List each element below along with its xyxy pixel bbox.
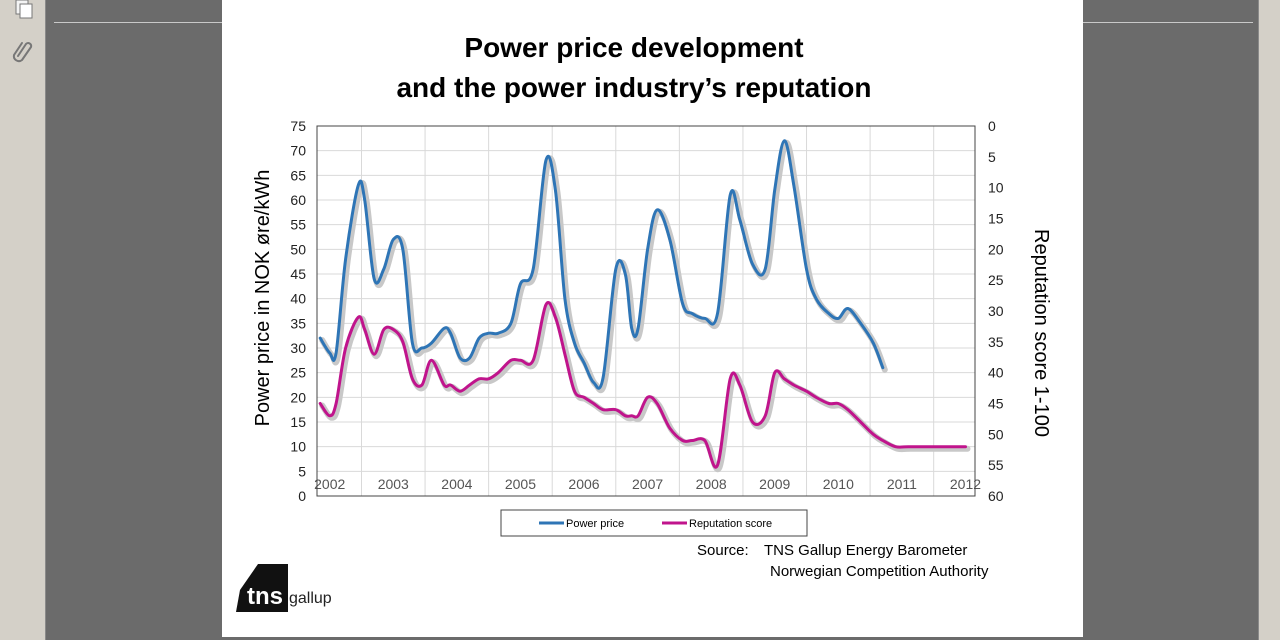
y2-tick-label: 55 bbox=[988, 457, 1004, 473]
y-tick-label: 30 bbox=[290, 340, 306, 356]
year-label-2008: 2008 bbox=[696, 476, 727, 492]
year-label-2011: 2011 bbox=[887, 476, 917, 492]
y2-tick-label: 40 bbox=[988, 365, 1004, 381]
year-label-2002: 2002 bbox=[314, 476, 345, 492]
source-line1: TNS Gallup Energy Barometer bbox=[764, 542, 967, 559]
legend-label-power-price: Power price bbox=[566, 518, 624, 530]
series-line-power-price bbox=[318, 139, 885, 390]
right-axis-ticks: 0 5 10 15 20 25 30 35 40 45 50 55 60 bbox=[988, 118, 1004, 504]
y2-tick-label: 30 bbox=[988, 303, 1004, 319]
plot-area-border bbox=[316, 125, 976, 497]
attachment-icon[interactable] bbox=[10, 38, 36, 64]
year-label-2004: 2004 bbox=[441, 476, 472, 492]
series-line-reputation-score bbox=[318, 301, 967, 469]
y-tick-label: 40 bbox=[290, 291, 306, 307]
y-tick-label: 75 bbox=[290, 118, 306, 134]
y-axis-label: Power price in NOK øre/kWh bbox=[252, 170, 274, 427]
y-tick-label: 0 bbox=[298, 488, 306, 504]
y-tick-label: 70 bbox=[290, 143, 306, 159]
legend: Power price Reputation score bbox=[500, 509, 808, 537]
y2-axis-label: Reputation score 1-100 bbox=[1030, 229, 1052, 437]
y-tick-label: 15 bbox=[290, 414, 306, 430]
source-line2: Norwegian Competition Authority bbox=[770, 563, 989, 580]
pages-icon[interactable] bbox=[10, 0, 36, 26]
y2-tick-label: 45 bbox=[988, 396, 1004, 412]
series-lines bbox=[318, 139, 971, 473]
year-label-2006: 2006 bbox=[568, 476, 599, 492]
year-label-2012: 2012 bbox=[950, 476, 981, 492]
vertical-scrollbar[interactable] bbox=[1258, 0, 1280, 640]
viewer-divider bbox=[1083, 22, 1253, 23]
y2-tick-label: 20 bbox=[988, 241, 1004, 257]
left-axis-ticks: 0 5 10 15 20 25 30 35 40 45 50 55 60 65 70 75 bbox=[290, 118, 306, 504]
y2-tick-label: 0 bbox=[988, 118, 996, 134]
year-label-2003: 2003 bbox=[378, 476, 409, 492]
slide-page: Power price development and the power in… bbox=[222, 0, 1083, 637]
y2-tick-label: 35 bbox=[988, 334, 1004, 350]
y-tick-label: 35 bbox=[290, 315, 306, 331]
logo-text: tns bbox=[247, 583, 283, 610]
y-tick-label: 50 bbox=[290, 241, 306, 257]
y2-tick-label: 25 bbox=[988, 272, 1004, 288]
y-tick-label: 25 bbox=[290, 365, 306, 381]
year-label-2009: 2009 bbox=[759, 476, 790, 492]
left-toolbar bbox=[0, 0, 46, 640]
tns-gallup-logo: tns gallup bbox=[236, 564, 332, 612]
y-tick-label: 60 bbox=[290, 192, 306, 208]
chart-title-line1: Power price development bbox=[464, 32, 803, 63]
y2-tick-label: 50 bbox=[988, 426, 1004, 442]
y-tick-label: 55 bbox=[290, 217, 306, 233]
y-tick-label: 65 bbox=[290, 167, 306, 183]
chart-title-line2: and the power industry’s reputation bbox=[396, 72, 871, 103]
source-label: Source: bbox=[697, 542, 749, 559]
year-label-2007: 2007 bbox=[632, 476, 663, 492]
y2-tick-label: 15 bbox=[988, 211, 1004, 227]
y-tick-label: 5 bbox=[298, 463, 306, 479]
logo-subtext: gallup bbox=[289, 590, 332, 607]
viewer-divider bbox=[54, 22, 222, 23]
y-tick-label: 45 bbox=[290, 266, 306, 282]
year-labels: 2002 2003 2004 2005 2006 2007 2008 2009 2010 2011… bbox=[314, 476, 981, 492]
y2-tick-label: 5 bbox=[988, 149, 996, 165]
legend-label-reputation-score: Reputation score bbox=[689, 518, 772, 530]
chart: Power price development and the power in… bbox=[236, 32, 1052, 612]
y-tick-label: 20 bbox=[290, 389, 306, 405]
year-label-2005: 2005 bbox=[505, 476, 536, 492]
year-label-2010: 2010 bbox=[823, 476, 854, 492]
y-tick-label: 10 bbox=[290, 439, 306, 455]
y2-tick-label: 10 bbox=[988, 180, 1004, 196]
y2-tick-label: 60 bbox=[988, 488, 1004, 504]
